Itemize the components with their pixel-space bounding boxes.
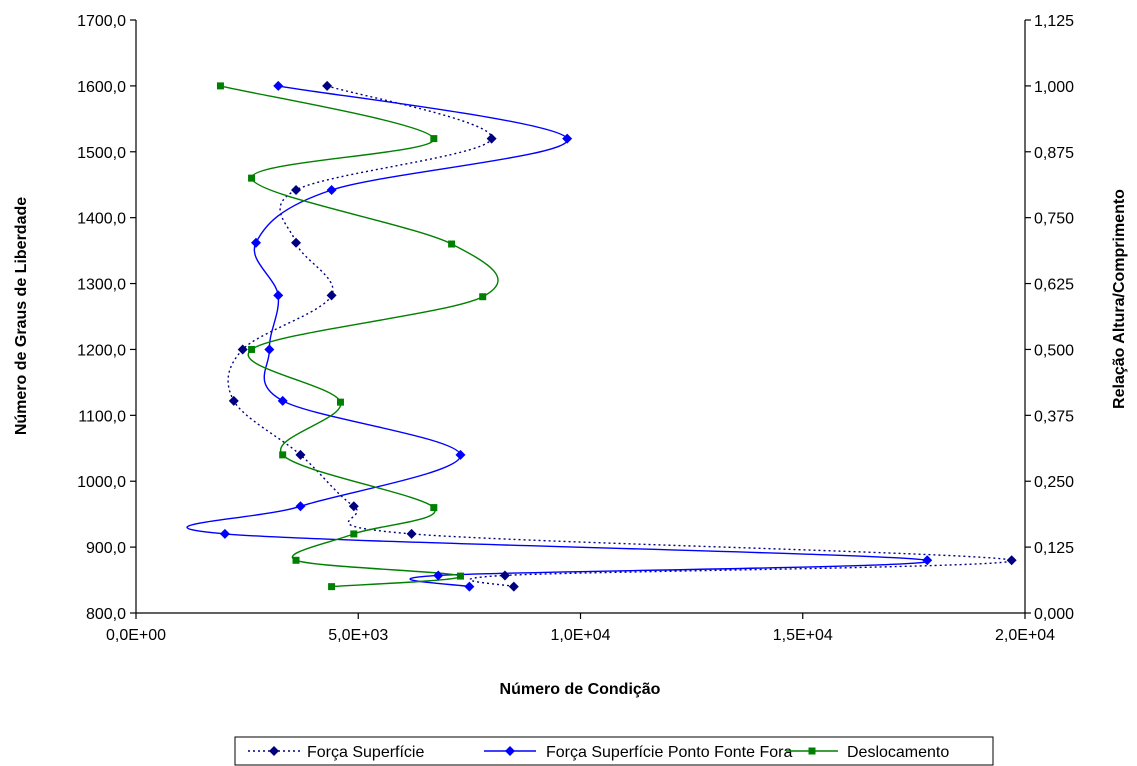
- data-point-3: [328, 583, 336, 591]
- data-point-1: [237, 344, 248, 355]
- data-point-2: [433, 570, 444, 581]
- data-point-3: [448, 240, 456, 248]
- series-line-2: [186, 85, 930, 588]
- y2-tick-label: 0,000: [1034, 606, 1074, 623]
- series-markers: [216, 80, 1017, 592]
- y2-tick-label: 0,500: [1034, 342, 1074, 359]
- legend-label-2: Força Superfície Ponto Fonte Fora: [546, 744, 792, 761]
- data-point-3: [350, 530, 358, 538]
- legend-marker-2: [505, 746, 515, 756]
- y-tick-label: 1100,0: [78, 408, 126, 425]
- data-point-3: [292, 556, 300, 564]
- data-point-2: [273, 80, 284, 91]
- series-line-1: [227, 85, 1013, 588]
- data-point-3: [430, 504, 438, 512]
- y2-tick-label: 0,125: [1034, 540, 1074, 557]
- data-point-2: [219, 528, 230, 539]
- y-tick-label: 900,0: [86, 540, 126, 557]
- y2-tick-label: 0,250: [1034, 474, 1074, 491]
- data-point-1: [326, 290, 337, 301]
- data-point-3: [430, 135, 438, 143]
- data-point-3: [216, 82, 224, 90]
- y2-axis-title: Relação Altura/Comprimento: [1111, 189, 1128, 409]
- data-point-3: [336, 398, 344, 406]
- data-point-3: [279, 451, 287, 459]
- y-tick-label: 1300,0: [77, 277, 126, 294]
- x-tick-label: 1,5E+04: [773, 627, 833, 644]
- ticks: 0,0E+00 5,0E+03 1,0E+04 1,5E+04 2,0E+04 800,0…: [77, 13, 1074, 644]
- legend-box: [234, 736, 994, 766]
- data-point-3: [479, 293, 487, 301]
- data-point-1: [322, 80, 333, 91]
- x-axis-title: Número de Condição: [500, 681, 661, 698]
- x-tick-label: 1,0E+04: [550, 627, 610, 644]
- data-point-2: [562, 133, 573, 144]
- y-tick-label: 1600,0: [77, 79, 126, 96]
- legend: Força Superfície Força Superfície Ponto F…: [234, 736, 994, 766]
- y-axis-title: Número de Graus de Liberdade: [13, 197, 30, 435]
- data-point-3: [456, 572, 464, 580]
- data-point-2: [295, 501, 306, 512]
- legend-marker-1: [269, 746, 279, 756]
- y2-tick-label: 0,750: [1034, 211, 1074, 228]
- x-tick-label: 5,0E+03: [328, 627, 388, 644]
- data-point-1: [291, 237, 302, 248]
- y2-tick-label: 1,000: [1034, 79, 1074, 96]
- y-tick-label: 1700,0: [77, 13, 126, 30]
- data-point-1: [486, 133, 497, 144]
- data-point-1: [508, 581, 519, 592]
- y-tick-label: 800,0: [86, 606, 126, 623]
- data-point-1: [291, 184, 302, 195]
- x-tick-label: 2,0E+04: [995, 627, 1055, 644]
- legend-marker-3: [808, 747, 816, 755]
- data-point-2: [251, 237, 262, 248]
- series-lines: [186, 85, 1013, 588]
- y2-tick-label: 0,375: [1034, 408, 1074, 425]
- data-point-1: [406, 528, 417, 539]
- data-point-3: [248, 174, 256, 182]
- data-point-2: [455, 449, 466, 460]
- x-tick-label: 0,0E+00: [106, 627, 166, 644]
- data-point-2: [326, 184, 337, 195]
- data-point-2: [277, 395, 288, 406]
- y-tick-label: 1000,0: [77, 474, 126, 491]
- legend-label-1: Força Superfície: [307, 744, 424, 761]
- y-tick-label: 1500,0: [77, 145, 126, 162]
- y2-tick-label: 1,125: [1034, 13, 1074, 30]
- y-tick-label: 1400,0: [77, 211, 126, 228]
- axes: [135, 20, 1026, 614]
- data-point-1: [499, 570, 510, 581]
- data-point-1: [348, 501, 359, 512]
- y2-tick-label: 0,875: [1034, 145, 1074, 162]
- data-point-2: [273, 290, 284, 301]
- data-point-2: [922, 555, 933, 566]
- data-point-1: [295, 449, 306, 460]
- data-point-1: [1006, 555, 1017, 566]
- y-tick-label: 1200,0: [77, 342, 126, 359]
- y2-tick-label: 0,625: [1034, 277, 1074, 294]
- data-point-2: [464, 581, 475, 592]
- data-point-2: [264, 344, 275, 355]
- legend-label-3: Deslocamento: [847, 744, 949, 761]
- data-point-1: [228, 395, 239, 406]
- data-point-3: [248, 345, 256, 353]
